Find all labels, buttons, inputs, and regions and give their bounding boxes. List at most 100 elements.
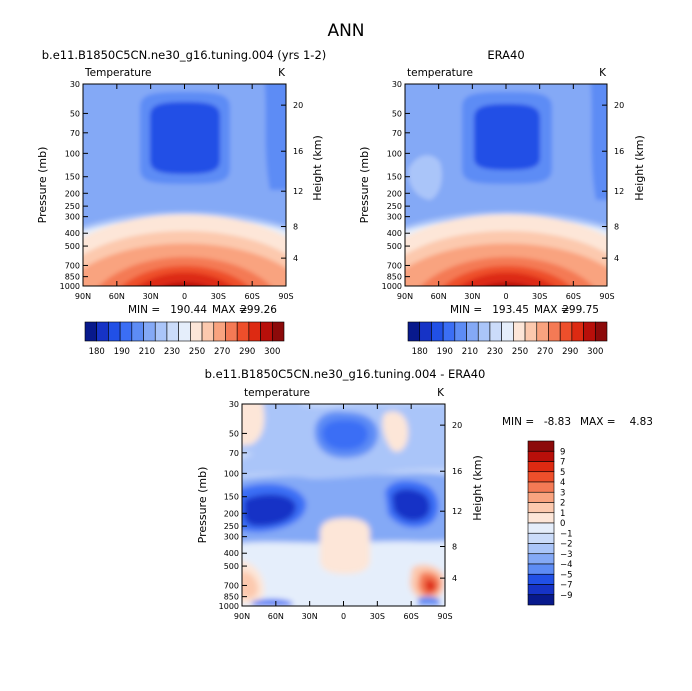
p2-colorbar-label: 210 [462,347,478,357]
p2-ytick-label: 200 [387,189,402,198]
p2-ytick-label: 700 [387,261,402,270]
panel-obs-y2label: Height (km) [633,135,646,201]
p1-xtick-label: 30S [211,292,226,301]
p2-ytick-label: 1000 [382,282,402,291]
p1-xtick-label: 90N [75,292,91,301]
p1-colorbar-swatch [260,321,273,342]
p3-colorbar-swatch [527,522,555,534]
panel-obs-contour-field [405,84,607,286]
p1-colorbar-label: 210 [139,347,155,357]
p2-colorbar-swatch [419,321,432,342]
p3-xtick-label: 0 [341,612,346,621]
p2-colorbar-label: 290 [562,347,578,357]
p3-colorbar-swatch [527,543,555,555]
p2-colorbar-swatch [442,321,456,342]
panel-model-max-value: 299.26 [240,304,277,316]
p1-colorbar-swatch [236,321,250,342]
panel-diff-y2label: Height (km) [471,455,484,521]
p1-colorbar-swatch [213,321,226,342]
p1-colorbar-label: 270 [214,347,230,357]
p2-xtick-label: 90N [397,292,413,301]
p1-y2tick-label: 20 [293,101,303,110]
p3-ytick-label: 50 [229,429,239,438]
p2-y2tick-label: 8 [614,223,619,232]
p3-colorbar-swatch [527,573,555,585]
panel-model-variable: Temperature [84,67,152,79]
p3-ytick-label: 300 [224,533,239,542]
p2-colorbar-swatch [571,321,584,342]
p3-colorbar-label: −4 [560,560,573,570]
panel-model-min-value: 190.44 [170,304,207,316]
p2-colorbar-label: 180 [412,347,428,357]
p2-colorbar-swatch [431,321,444,342]
p2-colorbar-swatch [454,321,467,342]
panel-model-colorbar: 180 190 210 230 250 270 290 300 [84,321,285,357]
p3-colorbar-label: 9 [560,447,565,457]
p3-colorbar-swatch [527,491,555,503]
p1-xtick-label: 0 [182,292,187,301]
p1-ytick-label: 250 [65,202,80,211]
p3-xtick-label: 90S [437,612,452,621]
p3-colorbar-label: −7 [560,581,573,591]
p1-y2tick-label: 4 [293,254,298,263]
p2-ytick-label: 150 [387,173,402,182]
p2-colorbar-label: 190 [437,347,453,357]
p2-xtick-label: 0 [503,292,508,301]
p2-ytick-label: 300 [387,213,402,222]
panel-obs-units: K [599,67,607,79]
p2-colorbar-swatch [466,321,479,342]
p2-colorbar-label: 270 [537,347,553,357]
p2-ytick-label: 500 [387,242,402,251]
p3-xtick-label: 30S [370,612,385,621]
p3-ytick-label: 250 [224,522,239,531]
p1-xtick-label: 60S [245,292,260,301]
p3-y2tick-label: 4 [452,574,457,583]
p3-y2tick-label: 8 [452,543,457,552]
p1-colorbar-swatch [131,321,144,342]
panel-model-units: K [278,67,286,79]
p2-ytick-label: 850 [387,273,402,282]
p1-colorbar-label: 250 [189,347,205,357]
panel-model-ylabel: Pressure (mb) [36,147,49,224]
p1-ytick-label: 70 [70,129,80,138]
p2-colorbar-swatch [536,321,549,342]
p3-colorbar-swatch [527,502,555,514]
p1-colorbar-swatch [248,321,261,342]
p1-colorbar-swatch [96,321,109,342]
p3-ytick-label: 30 [229,400,239,409]
p3-y2tick-label: 12 [452,507,462,516]
p2-xtick-label: 60N [431,292,447,301]
p2-colorbar-swatch [559,321,573,342]
p3-ytick-label: 1000 [219,602,239,611]
panel-diff-title: b.e11.B1850C5CN.ne30_g16.tuning.004 - ER… [205,367,486,381]
panel-diff-units: K [437,387,445,399]
p3-colorbar-label: 5 [560,468,565,478]
p2-colorbar-swatch [489,321,502,342]
p3-colorbar-swatch [527,471,555,483]
panel-obs-min-label: MIN = [450,304,482,316]
p1-colorbar-swatch [154,321,168,342]
p1-xtick-label: 60N [109,292,125,301]
panel-diff-min-label: MIN = [502,416,534,428]
p1-ytick-label: 1000 [60,282,80,291]
p3-y2tick-label: 16 [452,467,462,476]
p2-colorbar-label: 250 [512,347,528,357]
p2-ytick-label: 70 [392,129,402,138]
p3-ytick-label: 850 [224,593,239,602]
p2-y2tick-label: 12 [614,187,624,196]
panel-model-contour-field [83,84,286,286]
p2-colorbar-swatch [477,321,491,342]
panel-obs: ERA40 temperature K 90N 60N 30N 0 30S [358,48,646,357]
p3-ytick-label: 400 [224,549,239,558]
p3-colorbar-swatch [527,553,555,565]
p1-colorbar-swatch [178,321,191,342]
p2-xtick-label: 60S [566,292,581,301]
p1-xtick-label: 30N [143,292,159,301]
p2-xtick-label: 30N [464,292,480,301]
p1-colorbar-swatch [190,321,203,342]
p3-colorbar-label: 1 [560,509,565,519]
p1-ytick-label: 100 [65,149,80,158]
p3-xtick-label: 60N [268,612,284,621]
panel-model-y2label: Height (km) [311,135,324,201]
p1-ytick-label: 150 [65,173,80,182]
